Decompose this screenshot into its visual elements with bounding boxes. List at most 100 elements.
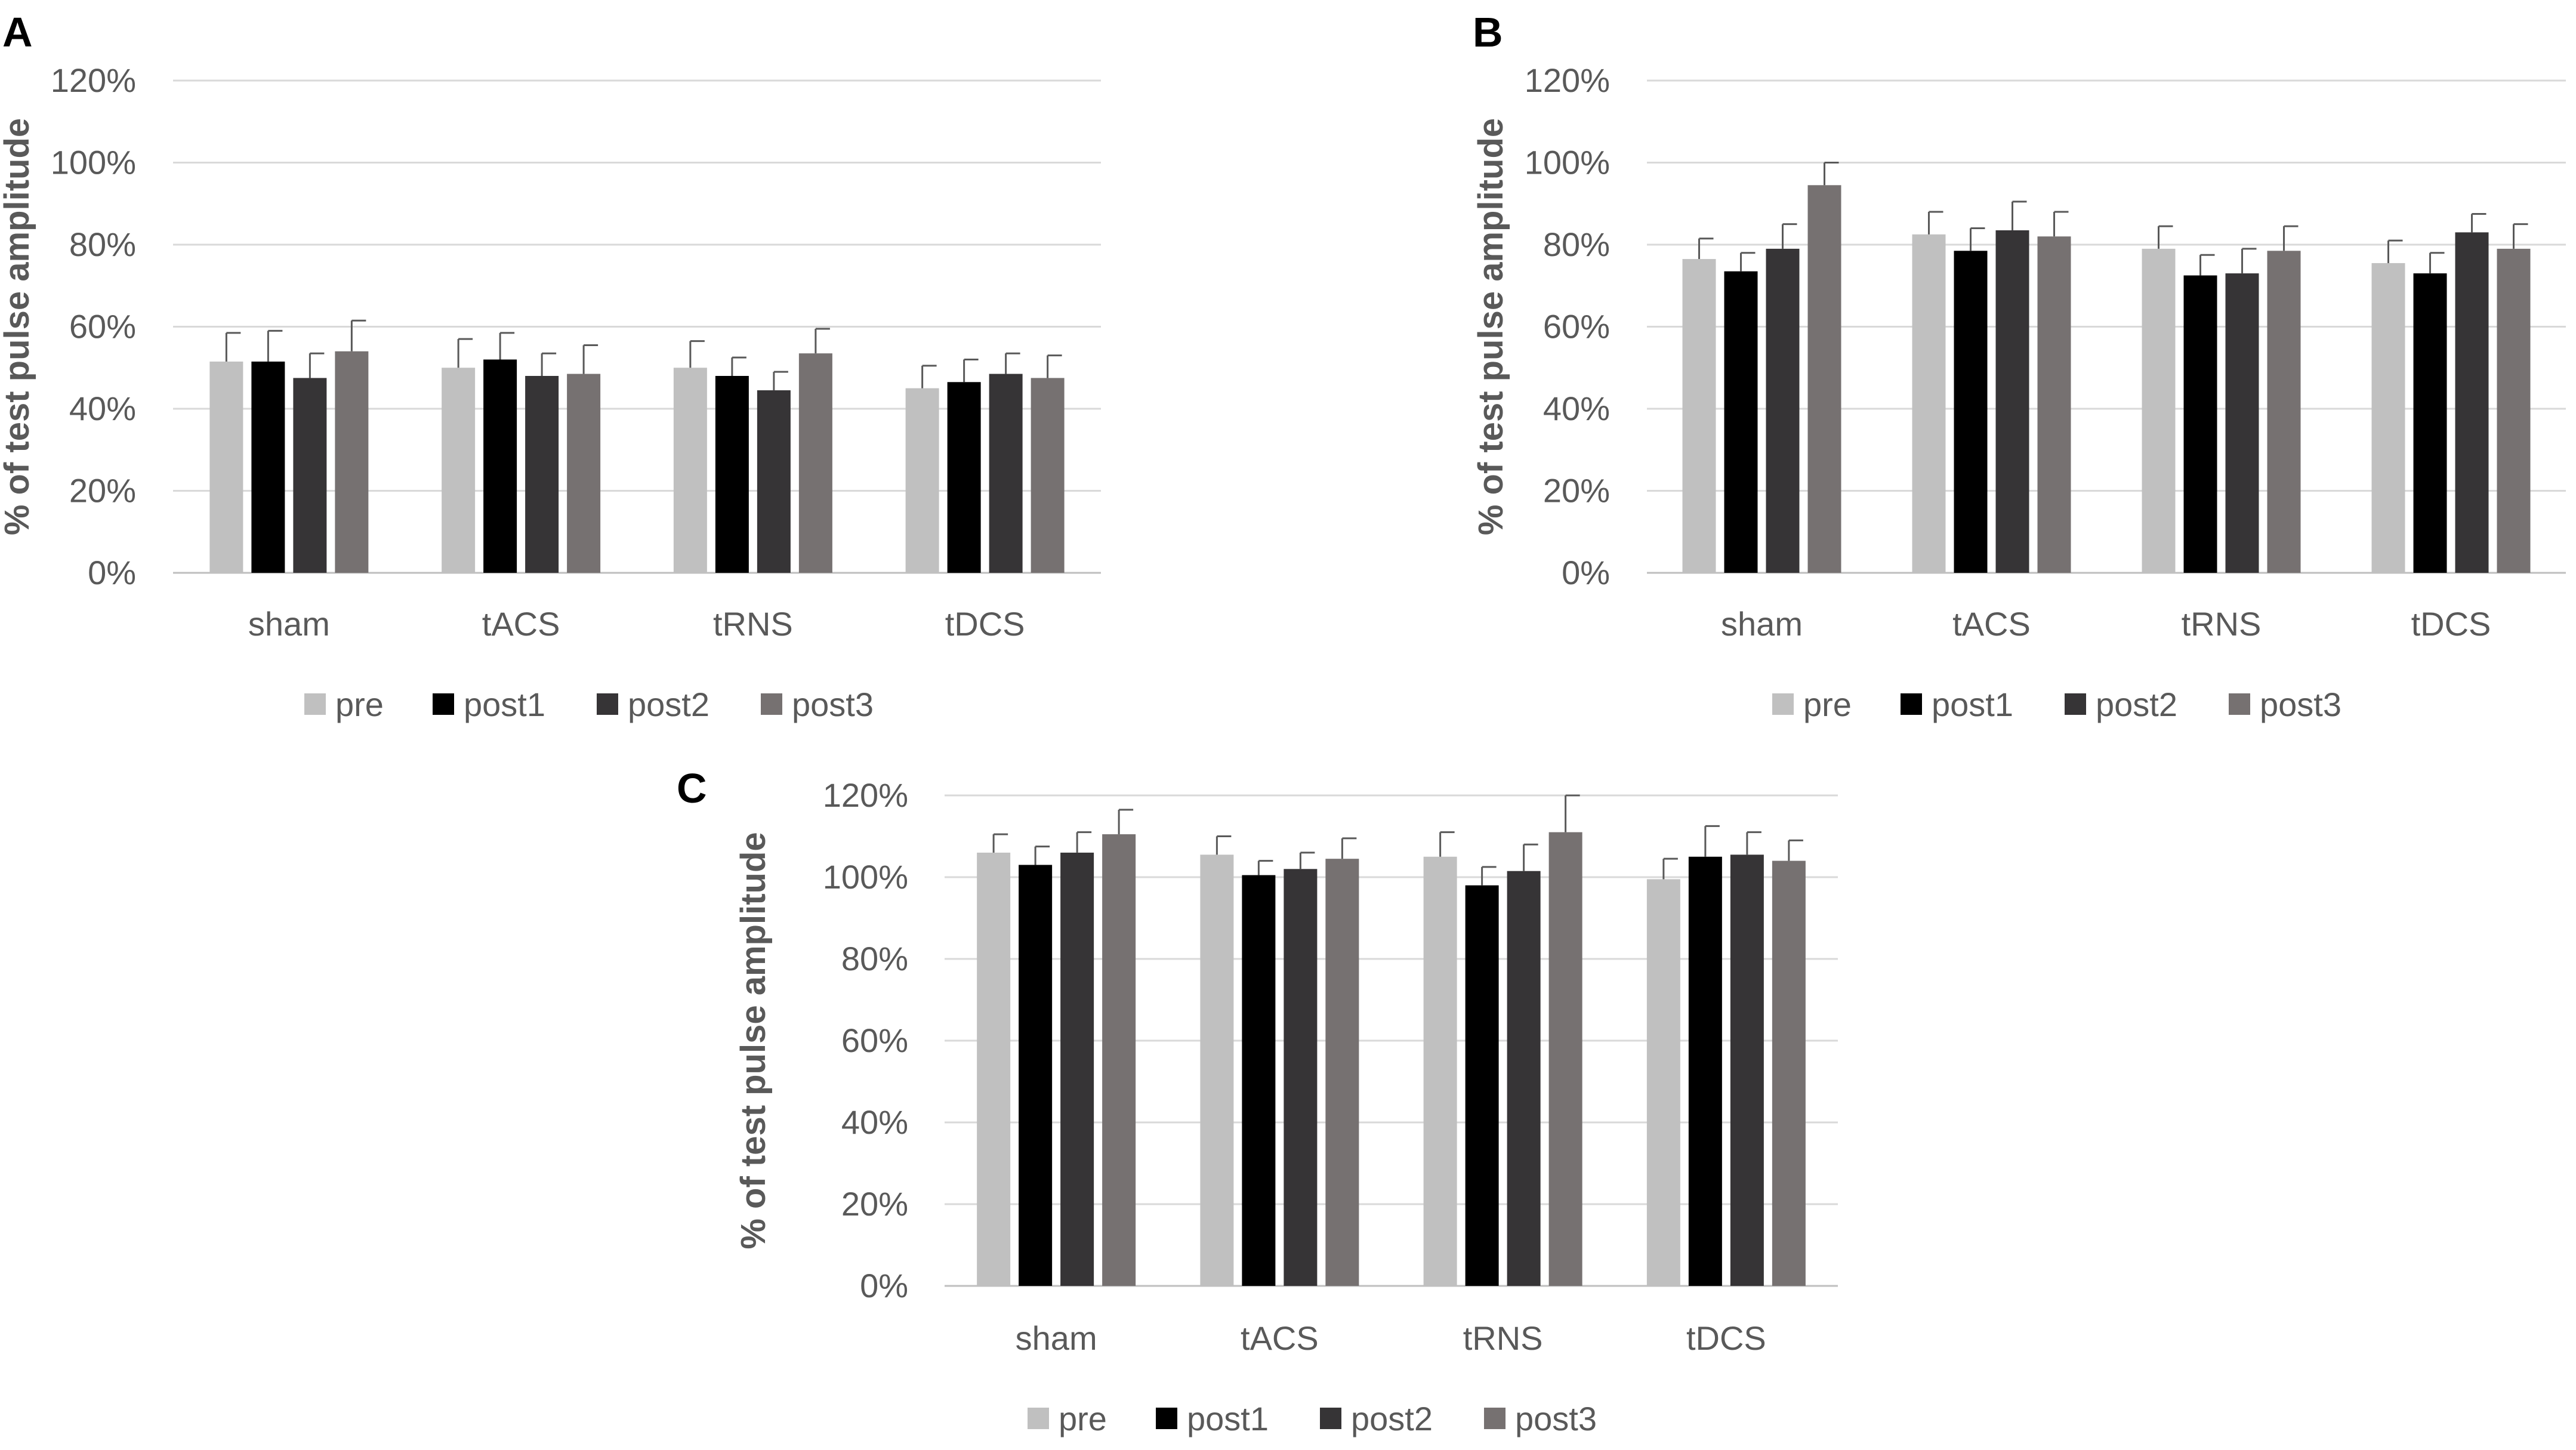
panel-c-category-label: tDCS	[1686, 1319, 1766, 1357]
panel-a-legend-swatch-post3	[761, 693, 782, 715]
panel-c-legend-label-post1: post1	[1187, 1400, 1269, 1437]
panel-b-bar-tdcs-pre	[2371, 263, 2405, 573]
panel-b-bar-tacs-post2	[1995, 230, 2029, 573]
panel-a-legend-swatch-post2	[597, 693, 618, 715]
panel-a-y-tick-label: 80%	[69, 226, 136, 263]
chart-panel-c: C 0% 20% 40% 60% 80% 100% 120% % of test pulse a…	[677, 765, 1838, 1437]
panel-a-legend-label-post1: post1	[464, 686, 545, 723]
panel-b-bar-tdcs-post3	[2497, 248, 2531, 573]
panel-b-bar-tacs-post1	[1954, 251, 1988, 573]
panel-b-legend-label-pre: pre	[1803, 686, 1852, 723]
panel-c-category-label: tRNS	[1463, 1319, 1543, 1357]
panel-a-bar-tacs-post3	[567, 374, 601, 573]
panel-b-category-label: tACS	[1952, 605, 2031, 643]
panel-b-bar-tacs-post3	[2037, 236, 2071, 573]
panel-a-bar-tdcs-post1	[947, 382, 981, 573]
panel-b-legend-swatch-pre	[1772, 693, 1794, 715]
panel-c-category-label: sham	[1016, 1319, 1097, 1357]
panel-a-y-tick-label: 20%	[69, 472, 136, 510]
panel-c-y-tick-label: 40%	[841, 1103, 908, 1141]
panel-c-bar-tdcs-post2	[1730, 854, 1764, 1286]
panel-b-bar-sham-post1	[1724, 271, 1758, 573]
panel-a-bar-sham-post2	[293, 378, 327, 573]
panel-c-bar-tdcs-post3	[1772, 860, 1806, 1286]
panel-b-y-tick-label: 120%	[1525, 61, 1610, 99]
panel-c-category-label: tACS	[1241, 1319, 1319, 1357]
panel-a-bar-tacs-post2	[525, 376, 559, 573]
panel-c-y-tick-label: 0%	[860, 1267, 908, 1304]
panel-c-bar-tacs-post3	[1325, 859, 1359, 1286]
panel-c-bar-trns-post1	[1465, 885, 1499, 1286]
panel-c-bar-sham-post3	[1102, 834, 1136, 1286]
panel-c-letter: C	[677, 765, 707, 812]
panel-a-legend-label-post3: post3	[792, 686, 874, 723]
panel-c-y-tick-label: 120%	[823, 776, 908, 814]
panel-a-legend-swatch-pre	[304, 693, 326, 715]
panel-a-bar-trns-pre	[673, 368, 707, 573]
panel-b-y-tick-label: 60%	[1543, 308, 1610, 345]
panel-b-bar-tacs-pre	[1912, 234, 1946, 573]
chart-panel-a: A 0% 20% 40% 60% 80% 100% 120% % of test pulse a…	[0, 9, 1101, 723]
panel-c-y-tick-label: 80%	[841, 940, 908, 977]
panel-c-legend-swatch-pre	[1028, 1408, 1049, 1429]
panel-c-bar-tdcs-pre	[1646, 879, 1680, 1286]
panel-b-y-tick-label: 40%	[1543, 390, 1610, 427]
panel-b-bar-sham-post2	[1766, 248, 1800, 573]
panel-c-bar-tdcs-post1	[1688, 856, 1722, 1286]
panel-a-y-tick-label: 120%	[51, 61, 136, 99]
panel-a-bar-tdcs-pre	[905, 388, 939, 573]
panel-c-bar-trns-post3	[1548, 832, 1582, 1286]
panel-b-bar-sham-pre	[1682, 259, 1716, 573]
panel-a-category-label: sham	[248, 605, 330, 643]
panel-b-bar-trns-pre	[2142, 248, 2176, 573]
panel-b-y-tick-label: 0%	[1562, 554, 1610, 591]
panel-c-legend-label-post2: post2	[1351, 1400, 1433, 1437]
panel-b-letter: B	[1473, 9, 1503, 55]
panel-b-y-tick-label: 100%	[1525, 144, 1610, 181]
panel-b-category-label: sham	[1721, 605, 1803, 643]
panel-b-bar-trns-post1	[2183, 275, 2217, 573]
panel-a-category-label: tRNS	[713, 605, 793, 643]
panel-b-legend-label-post1: post1	[1932, 686, 2013, 723]
panel-a-bar-sham-post3	[335, 351, 369, 573]
panel-b-legend-swatch-post1	[1901, 693, 1922, 715]
panel-b-bar-tdcs-post2	[2455, 232, 2489, 573]
panel-c-legend-swatch-post2	[1320, 1408, 1341, 1429]
panel-a-bar-sham-pre	[209, 361, 243, 573]
panel-a-y-tick-label: 100%	[51, 144, 136, 181]
panel-c-bar-trns-pre	[1423, 856, 1457, 1286]
panel-c-bar-tacs-post2	[1284, 869, 1318, 1286]
panel-a-bar-tdcs-post2	[989, 374, 1023, 573]
panel-c-bar-sham-pre	[977, 852, 1011, 1286]
panel-c-bar-sham-post2	[1060, 852, 1094, 1286]
panel-b-bar-trns-post3	[2267, 251, 2301, 573]
panel-b-category-label: tDCS	[2411, 605, 2491, 643]
panel-b-bar-tdcs-post1	[2413, 273, 2447, 573]
panel-b-legend-label-post3: post3	[2260, 686, 2341, 723]
panel-c-legend-label-post3: post3	[1515, 1400, 1597, 1437]
chart-panel-b: B 0% 20% 40% 60% 80% 100% 120% % of test pulse a…	[1471, 9, 2566, 723]
panel-a-bar-tacs-pre	[442, 368, 476, 573]
panel-c-legend-swatch-post3	[1484, 1408, 1506, 1429]
panel-a-category-label: tACS	[482, 605, 560, 643]
panel-a-category-label: tDCS	[945, 605, 1025, 643]
panel-a-legend-label-pre: pre	[335, 686, 384, 723]
panel-a-letter: A	[2, 9, 33, 55]
panel-a-y-tick-label: 40%	[69, 390, 136, 427]
panel-c-y-tick-label: 60%	[841, 1022, 908, 1059]
panel-a-bar-sham-post1	[251, 361, 285, 573]
panel-b-bar-sham-post3	[1807, 185, 1841, 573]
panel-c-legend-label-pre: pre	[1059, 1400, 1107, 1437]
panel-a-legend-swatch-post1	[433, 693, 454, 715]
panel-b-y-tick-label: 80%	[1543, 226, 1610, 263]
panel-c-bar-trns-post2	[1507, 871, 1541, 1286]
panel-a-bar-trns-post3	[798, 353, 832, 573]
panel-c-bar-tacs-pre	[1200, 854, 1234, 1286]
panel-a-y-tick-label: 60%	[69, 308, 136, 345]
panel-b-y-tick-label: 20%	[1543, 472, 1610, 510]
panel-a-bar-tdcs-post3	[1031, 378, 1065, 573]
panel-b-y-axis-title: % of test pulse amplitude	[1471, 118, 1510, 535]
panel-c-y-axis-title: % of test pulse amplitude	[734, 832, 773, 1249]
panel-b-bar-trns-post2	[2225, 273, 2259, 573]
